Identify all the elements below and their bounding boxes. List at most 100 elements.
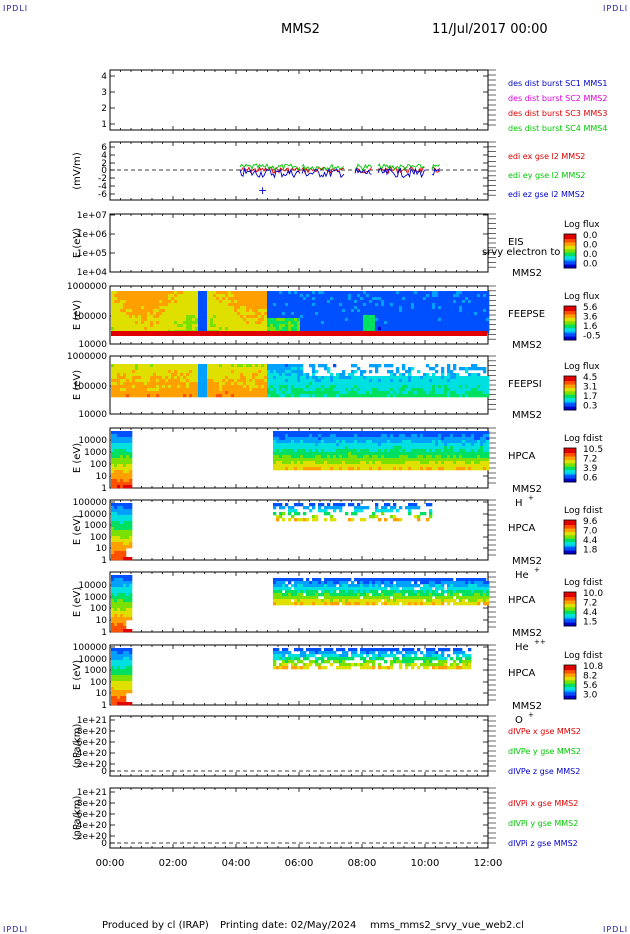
colorbar-cell [564, 695, 576, 698]
y-tick-label: 0 [101, 166, 107, 176]
legend-entry: dIVPe x gse MMS2 [508, 727, 581, 736]
spacecraft-label: MMS2 [512, 701, 542, 712]
y-axis-label: (nPa/km) [72, 724, 83, 769]
footer-produced-by: Produced by cl (IRAP) [102, 920, 209, 931]
colorbar-cell [564, 449, 576, 452]
x-tick-label: 08:00 [348, 858, 377, 869]
y-tick-label: -4 [98, 182, 107, 192]
colorbar-label: 1.5 [583, 618, 597, 628]
colorbar-cell [564, 465, 576, 468]
legend-entry: dIVPi x gse MMS2 [508, 799, 578, 808]
colorbar-cell [564, 552, 576, 555]
colorbar-cell [564, 607, 576, 610]
colorbar-cell [564, 547, 576, 550]
colorbar-cell [564, 251, 576, 254]
colorbar-cell [564, 675, 576, 678]
y-axis-label: E (eV) [72, 228, 83, 258]
instrument-label: FEEPSE [508, 309, 545, 320]
colorbar-cell [564, 254, 576, 257]
instrument-label: FEEPSI [508, 379, 542, 390]
colorbar-cell [564, 333, 576, 336]
overlay-label: srvy electron to [482, 247, 560, 258]
spacecraft-label: MMS2 [512, 340, 542, 351]
panel-frame-divpe [109, 715, 489, 777]
species-label: O [515, 715, 523, 726]
colorbar-cell [564, 247, 576, 250]
spectrogram-hpca_he2 [111, 575, 490, 633]
colorbar-cell [564, 242, 576, 245]
colorbar-cell [564, 688, 576, 691]
colorbar-cell [564, 682, 576, 685]
colorbar-label: 8.2 [583, 672, 597, 682]
species-superscript: + [528, 494, 534, 502]
colorbar-cell [564, 406, 576, 409]
y-tick-label: 1 [101, 628, 107, 638]
instrument-label: HPCA [508, 595, 536, 606]
y-tick-label: 1e+21 [77, 788, 107, 798]
colorbar-cell [564, 670, 576, 673]
y-tick-label: 100000 [73, 643, 108, 653]
colorbar-cell [564, 336, 576, 339]
colorbar-cell [564, 393, 576, 396]
colorbar-cell [564, 528, 576, 531]
colorbar-title: Log fdist [564, 651, 603, 661]
colorbar-cell [564, 531, 576, 534]
y-tick-label: 100 [90, 533, 107, 543]
colorbar-cell [564, 323, 576, 326]
colorbar-title: Log fdist [564, 506, 603, 516]
colorbar-cell [564, 687, 576, 690]
y-tick-label: 1 [101, 701, 107, 711]
instrument-label: HPCA [508, 523, 536, 534]
y-tick-label: 4e+20 [77, 749, 108, 759]
y-axis-label: (mV/m) [72, 152, 83, 190]
colorbar-cell [564, 453, 576, 456]
y-tick-label: -6 [98, 190, 107, 200]
x-tick-label: 10:00 [411, 858, 440, 869]
colorbar-label: 1.8 [583, 546, 598, 556]
colorbar-cell [564, 448, 576, 451]
colorbar-cell [564, 403, 576, 406]
efield-marker: + [258, 184, 267, 197]
corner-label-bottom-left: IPDLI [3, 925, 29, 934]
species-label: He [515, 642, 529, 653]
colorbar-cell [564, 609, 576, 612]
colorbar-cell [564, 533, 576, 536]
colorbar-cell [564, 266, 576, 269]
colorbar-label: 0.0 [583, 241, 598, 251]
colorbar-frame [563, 447, 577, 483]
y-tick-label: 100 [90, 678, 107, 688]
colorbar-cell [564, 379, 576, 382]
colorbar-cell [564, 525, 576, 528]
x-tick-label: 00:00 [96, 858, 125, 869]
spectrogram-hpca_o [111, 648, 472, 706]
colorbar-cell [564, 261, 576, 264]
footer-file: mms_mms2_srvy_vue_web2.cl [370, 920, 524, 931]
colorbar-frame [563, 591, 577, 627]
colorbar-label: 9.6 [583, 517, 598, 527]
y-tick-label: 10000 [78, 436, 107, 446]
y-tick-label: 1 [101, 556, 107, 566]
y-tick-label: 1e+05 [77, 249, 107, 259]
colorbar-cell [564, 478, 576, 481]
x-tick-label: 02:00 [159, 858, 188, 869]
colorbar-cell [564, 256, 576, 259]
colorbar-cell [564, 391, 576, 394]
colorbar-cell [564, 680, 576, 683]
colorbar-frame [563, 375, 577, 411]
legend-entry: des dist burst SC1 MMS1 [508, 79, 607, 88]
y-tick-label: 10000 [78, 581, 107, 591]
y-tick-label: 0 [101, 839, 107, 849]
colorbar-label: 4.5 [583, 373, 597, 383]
colorbar-cell [564, 399, 576, 402]
y-tick-label: 100000 [73, 312, 108, 322]
colorbar-cell [564, 306, 576, 309]
colorbar-cell [564, 526, 576, 529]
efield-series-line [239, 163, 440, 171]
species-superscript: + [528, 711, 534, 719]
y-tick-label: 1e+06 [77, 230, 108, 240]
y-tick-label: 2 [101, 159, 107, 169]
colorbar-cell [564, 697, 576, 700]
colorbar-label: 3.9 [583, 464, 598, 474]
y-tick-label: 1000000 [67, 282, 107, 292]
colorbar-cell [564, 239, 576, 242]
